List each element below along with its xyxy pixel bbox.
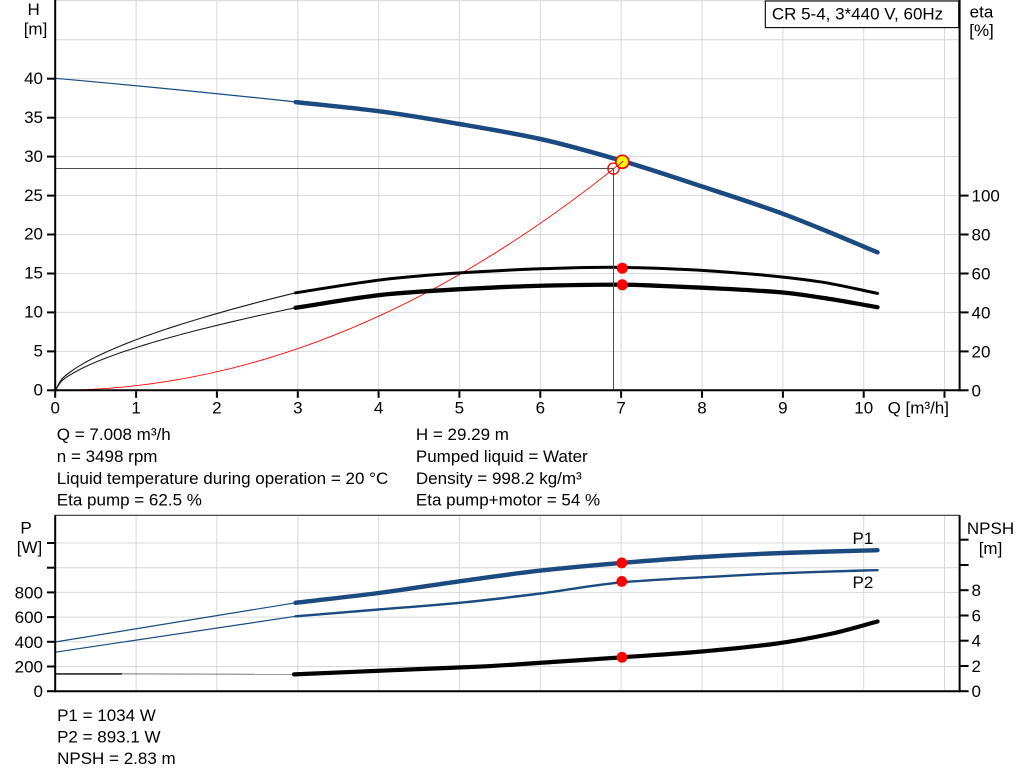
svg-text:Pumped liquid = Water: Pumped liquid = Water [416, 447, 588, 466]
svg-text:Eta pump+motor = 54 %: Eta pump+motor = 54 % [416, 491, 600, 510]
svg-text:1: 1 [131, 398, 140, 417]
svg-text:0: 0 [972, 682, 981, 701]
svg-text:Liquid temperature during oper: Liquid temperature during operation = 20… [57, 469, 388, 488]
svg-text:20: 20 [972, 342, 991, 361]
svg-text:P2: P2 [853, 573, 874, 592]
svg-text:80: 80 [972, 226, 991, 245]
svg-text:15: 15 [24, 264, 43, 283]
svg-text:40: 40 [972, 303, 991, 322]
svg-text:3: 3 [293, 398, 302, 417]
svg-text:0: 0 [50, 398, 59, 417]
svg-text:eta: eta [970, 2, 994, 21]
svg-text:6: 6 [972, 607, 981, 626]
svg-text:NPSH = 2.83 m: NPSH = 2.83 m [57, 749, 176, 768]
svg-text:Density = 998.2 kg/m³: Density = 998.2 kg/m³ [416, 469, 582, 488]
svg-text:6: 6 [536, 398, 545, 417]
svg-text:8: 8 [972, 581, 981, 600]
svg-text:800: 800 [15, 583, 43, 602]
svg-text:[m]: [m] [24, 20, 48, 39]
svg-text:Q [m³/h]: Q [m³/h] [888, 398, 949, 417]
svg-text:4: 4 [374, 398, 383, 417]
svg-text:P: P [20, 519, 31, 538]
svg-text:10: 10 [24, 303, 43, 322]
svg-text:20: 20 [24, 225, 43, 244]
svg-text:10: 10 [854, 398, 873, 417]
svg-text:0: 0 [34, 682, 43, 701]
svg-text:n = 3498 rpm: n = 3498 rpm [57, 447, 158, 466]
svg-text:40: 40 [24, 69, 43, 88]
svg-text:Eta pump = 62.5 %: Eta pump = 62.5 % [57, 491, 202, 510]
svg-text:25: 25 [24, 186, 43, 205]
svg-text:35: 35 [24, 108, 43, 127]
svg-text:[m]: [m] [979, 539, 1003, 558]
svg-text:P1 = 1034 W: P1 = 1034 W [57, 706, 156, 725]
svg-text:NPSH: NPSH [967, 519, 1014, 538]
svg-text:5: 5 [34, 342, 43, 361]
svg-text:5: 5 [455, 398, 464, 417]
svg-text:[%]: [%] [969, 21, 994, 40]
svg-text:H: H [27, 0, 39, 19]
svg-text:200: 200 [15, 658, 43, 677]
svg-text:CR 5-4, 3*440 V, 60Hz: CR 5-4, 3*440 V, 60Hz [772, 4, 943, 23]
svg-text:60: 60 [972, 265, 991, 284]
svg-text:0: 0 [972, 381, 981, 400]
svg-text:2: 2 [972, 657, 981, 676]
svg-text:P1: P1 [853, 529, 874, 548]
svg-text:P2 = 893.1 W: P2 = 893.1 W [57, 727, 160, 746]
svg-text:30: 30 [24, 147, 43, 166]
svg-text:7: 7 [616, 398, 625, 417]
svg-text:4: 4 [972, 632, 981, 651]
svg-text:0: 0 [34, 381, 43, 400]
svg-text:Q = 7.008 m³/h: Q = 7.008 m³/h [57, 425, 171, 444]
svg-text:8: 8 [697, 398, 706, 417]
svg-text:H = 29.29 m: H = 29.29 m [416, 425, 509, 444]
svg-text:400: 400 [15, 633, 43, 652]
svg-text:2: 2 [212, 398, 221, 417]
svg-text:[W]: [W] [17, 538, 43, 557]
svg-text:600: 600 [15, 608, 43, 627]
svg-text:100: 100 [972, 187, 1000, 206]
svg-text:9: 9 [778, 398, 787, 417]
